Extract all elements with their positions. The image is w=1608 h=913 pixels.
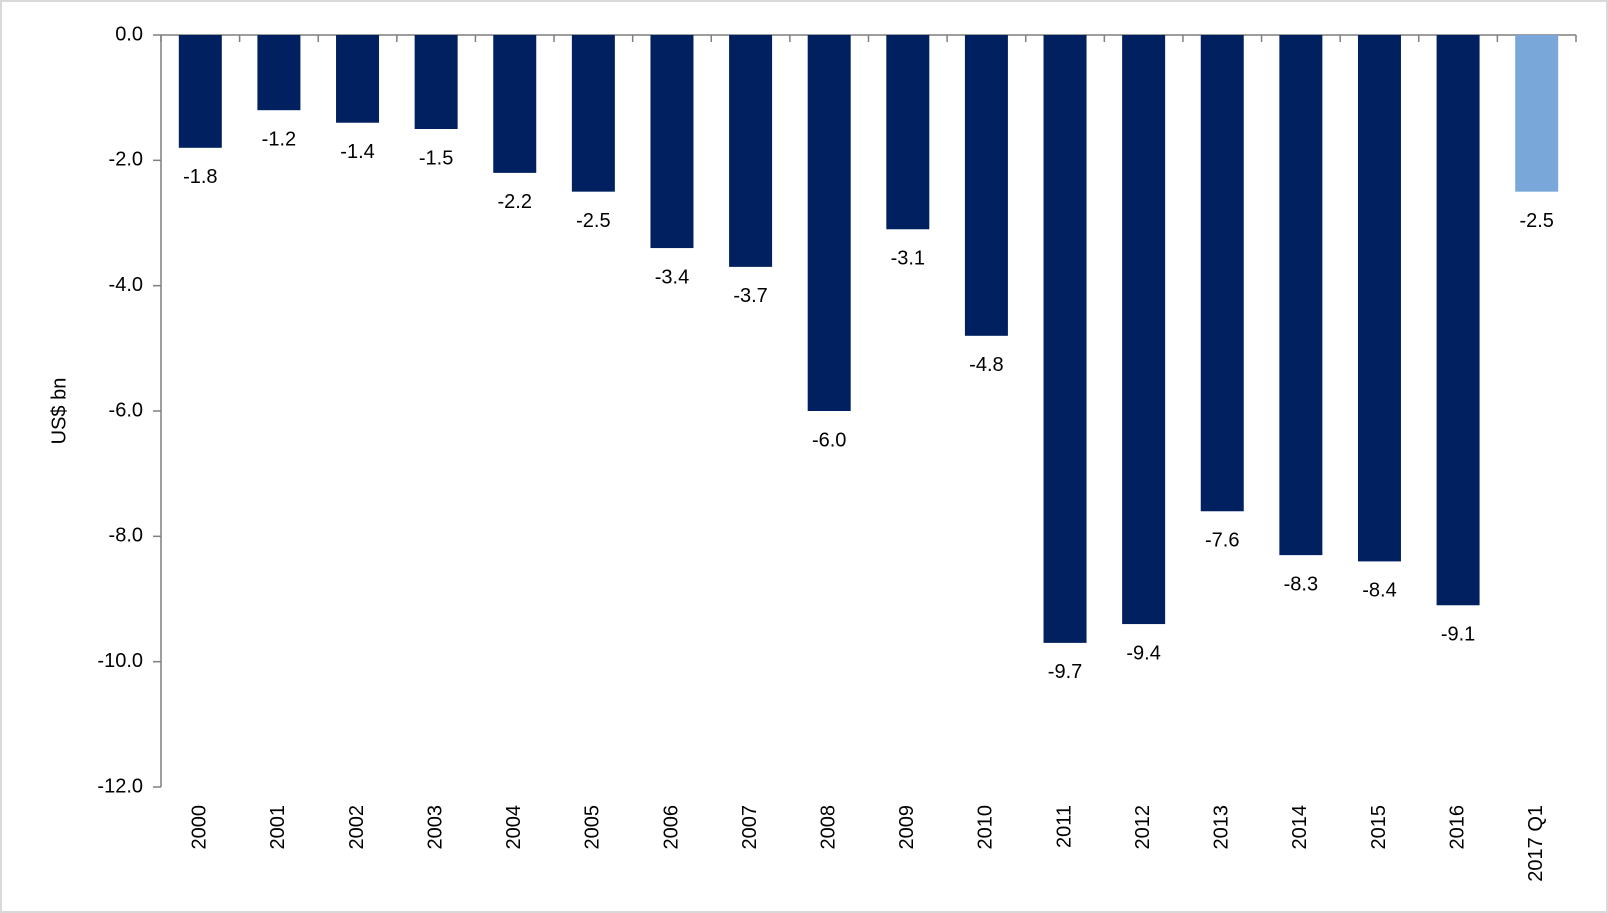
value-label: -3.7 (733, 285, 767, 307)
x-tick-label: 2005 (582, 805, 604, 850)
bar (650, 35, 694, 249)
bar (1122, 35, 1166, 625)
bar (886, 35, 930, 230)
bar (1043, 35, 1087, 643)
bar (1357, 35, 1401, 562)
value-label: -9.4 (1126, 642, 1160, 664)
bar (1279, 35, 1323, 556)
x-tick-label: 2014 (1289, 805, 1311, 850)
value-label: -1.5 (419, 147, 453, 169)
y-axis-label: US$ bn (48, 378, 70, 445)
value-label: -2.5 (576, 210, 610, 232)
x-tick-label: 2012 (1132, 805, 1154, 850)
x-tick-label: 2017 Q1 (1525, 805, 1547, 882)
bar (1200, 35, 1244, 512)
value-label: -8.4 (1362, 580, 1396, 602)
x-tick-label: 2003 (424, 805, 446, 850)
x-tick-label: 2006 (660, 805, 682, 850)
value-label: -3.4 (655, 266, 689, 288)
y-tick-label: 0.0 (115, 23, 143, 45)
value-label: -3.1 (891, 248, 925, 270)
value-label: -1.4 (340, 141, 374, 163)
value-label: -2.2 (498, 191, 532, 213)
value-label: -6.0 (812, 429, 846, 451)
value-label: -9.7 (1048, 661, 1082, 683)
x-tick-label: 2004 (503, 805, 525, 850)
bar (336, 35, 380, 123)
bar (1436, 35, 1480, 606)
bar (729, 35, 773, 267)
x-tick-label: 2009 (896, 805, 918, 850)
y-tick-label: -6.0 (109, 399, 143, 421)
y-tick-label: -8.0 (109, 525, 143, 547)
value-label: -1.2 (262, 128, 296, 150)
x-tick-label: 2007 (739, 805, 761, 850)
bar (414, 35, 458, 129)
x-tick-label: 2001 (267, 805, 289, 850)
bar (178, 35, 222, 148)
bar (493, 35, 537, 173)
value-label: -7.6 (1205, 530, 1239, 552)
value-label: -4.8 (969, 354, 1003, 376)
x-tick-label: 2015 (1368, 805, 1390, 850)
bar (1515, 35, 1559, 192)
x-tick-label: 2013 (1211, 805, 1233, 850)
value-label: -1.8 (183, 166, 217, 188)
bar (964, 35, 1008, 336)
bar (571, 35, 615, 192)
x-tick-label: 2008 (817, 805, 839, 850)
bar (257, 35, 301, 111)
y-tick-label: -10.0 (97, 650, 143, 672)
value-label: -9.1 (1441, 624, 1475, 646)
x-tick-label: 2016 (1446, 805, 1468, 850)
y-tick-label: -12.0 (97, 775, 143, 797)
x-tick-label: 2011 (1053, 805, 1075, 848)
bar (807, 35, 851, 411)
x-tick-label: 2010 (975, 805, 997, 850)
y-tick-label: -2.0 (109, 149, 143, 171)
value-label: -8.3 (1284, 573, 1318, 595)
x-tick-label: 2002 (346, 805, 368, 850)
value-label: -2.5 (1519, 210, 1553, 232)
x-tick-label: 2000 (189, 805, 211, 850)
y-tick-label: -4.0 (109, 274, 143, 296)
